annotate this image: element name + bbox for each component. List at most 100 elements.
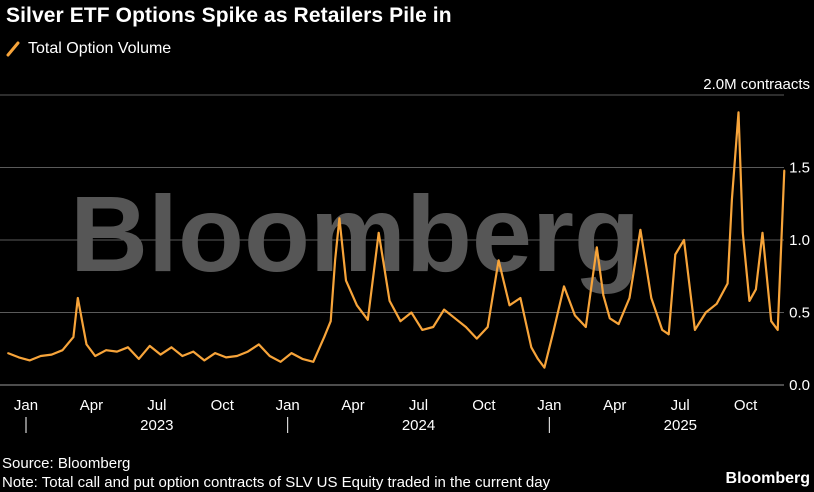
data-point bbox=[116, 350, 118, 353]
data-point bbox=[608, 317, 611, 320]
data-point bbox=[497, 259, 500, 262]
x-axis-labels: Jan Apr Jul Oct Jan Apr Jul Oct Jan Apr Jul Oct 2023… bbox=[14, 397, 758, 434]
data-point bbox=[519, 297, 522, 299]
data-point bbox=[704, 311, 707, 314]
watermark-logo-text: Bloomberg bbox=[70, 173, 640, 294]
data-point bbox=[323, 336, 326, 339]
data-point bbox=[674, 253, 677, 256]
data-point bbox=[214, 352, 217, 354]
data-point bbox=[334, 259, 336, 262]
data-point bbox=[595, 246, 598, 249]
data-point bbox=[399, 320, 402, 323]
x-tick-label: Jan bbox=[14, 397, 38, 414]
data-point bbox=[18, 356, 20, 359]
legend: Total Option Volume bbox=[6, 40, 171, 58]
x-tick-label: Jul bbox=[147, 397, 166, 414]
data-point bbox=[94, 355, 97, 357]
data-point bbox=[236, 355, 238, 357]
data-point bbox=[72, 336, 75, 339]
series-layer bbox=[7, 111, 786, 369]
data-point bbox=[421, 329, 424, 331]
data-point bbox=[192, 350, 195, 353]
data-point bbox=[602, 294, 605, 296]
data-point bbox=[584, 326, 587, 328]
data-point bbox=[279, 360, 282, 363]
data-point bbox=[432, 326, 435, 328]
y-tick-label: 0.0 bbox=[789, 377, 810, 394]
data-point bbox=[543, 366, 546, 369]
data-point bbox=[225, 356, 227, 359]
data-point bbox=[366, 318, 369, 321]
data-point bbox=[85, 343, 88, 346]
data-point bbox=[486, 326, 489, 328]
data-point bbox=[203, 359, 206, 362]
x-tick-label: Oct bbox=[472, 397, 496, 414]
data-point bbox=[28, 359, 31, 362]
data-point bbox=[355, 304, 358, 307]
data-point bbox=[159, 353, 162, 356]
data-point bbox=[465, 326, 467, 328]
x-tick-label: Jan bbox=[276, 397, 300, 414]
y-tick-label: 2.0M contraacts bbox=[703, 76, 810, 93]
data-point bbox=[268, 355, 271, 357]
x-tick-label: Jan bbox=[537, 397, 561, 414]
data-point bbox=[574, 314, 576, 317]
data-point bbox=[377, 231, 380, 234]
data-point bbox=[783, 169, 786, 172]
chart-title: Silver ETF Options Spike as Retailers Pi… bbox=[6, 4, 452, 27]
x-year-label: 2024 bbox=[402, 417, 435, 434]
series-line-total-option-volume bbox=[7, 111, 786, 369]
x-year-label: 2023 bbox=[140, 417, 173, 434]
data-point bbox=[105, 349, 108, 352]
data-point bbox=[661, 329, 664, 331]
footnote: Note: Total call and put option contract… bbox=[2, 474, 551, 491]
data-point bbox=[536, 358, 539, 360]
legend-line-icon bbox=[6, 41, 20, 57]
data-point bbox=[50, 353, 53, 356]
data-point bbox=[639, 228, 642, 231]
data-point bbox=[667, 333, 670, 336]
data-point bbox=[770, 320, 773, 323]
data-point bbox=[312, 360, 315, 363]
data-point bbox=[301, 358, 304, 360]
gridlines bbox=[0, 94, 784, 386]
y-tick-label: 1.0 bbox=[789, 232, 810, 249]
x-tick-label: Jul bbox=[671, 397, 690, 414]
data-point bbox=[443, 308, 446, 311]
legend-label: Total Option Volume bbox=[28, 40, 172, 57]
x-tick-label: Apr bbox=[80, 397, 103, 414]
data-point bbox=[530, 346, 533, 349]
data-point bbox=[693, 329, 696, 331]
x-tick-label: Jul bbox=[409, 397, 428, 414]
data-point bbox=[170, 346, 173, 349]
data-point bbox=[127, 346, 129, 349]
data-point bbox=[410, 311, 413, 314]
data-point bbox=[741, 231, 744, 234]
source-note: Source: Bloomberg bbox=[2, 455, 131, 472]
data-point bbox=[329, 320, 332, 323]
data-point bbox=[628, 297, 631, 299]
y-tick-label: 1.5 bbox=[789, 160, 810, 177]
data-point bbox=[731, 198, 733, 201]
brand-logo: Bloomberg bbox=[725, 470, 810, 487]
data-point bbox=[755, 288, 757, 291]
data-point bbox=[39, 355, 42, 357]
data-point bbox=[737, 111, 740, 114]
y-tick-label: 0.5 bbox=[789, 305, 810, 322]
data-point bbox=[181, 355, 184, 357]
data-point bbox=[338, 217, 341, 220]
data-point bbox=[563, 285, 565, 288]
data-point bbox=[776, 329, 779, 331]
data-point bbox=[388, 300, 391, 302]
data-point bbox=[617, 323, 620, 325]
data-point bbox=[290, 352, 293, 354]
data-point bbox=[137, 358, 140, 360]
x-tick-label: Oct bbox=[734, 397, 758, 414]
y-axis-labels: 2.0M contraacts 1.5 1.0 0.5 0.0 bbox=[703, 76, 810, 394]
data-point bbox=[715, 302, 718, 305]
data-point bbox=[748, 300, 751, 302]
x-tick-label: Apr bbox=[341, 397, 364, 414]
x-tick-label: Oct bbox=[211, 397, 235, 414]
data-point bbox=[246, 350, 249, 353]
